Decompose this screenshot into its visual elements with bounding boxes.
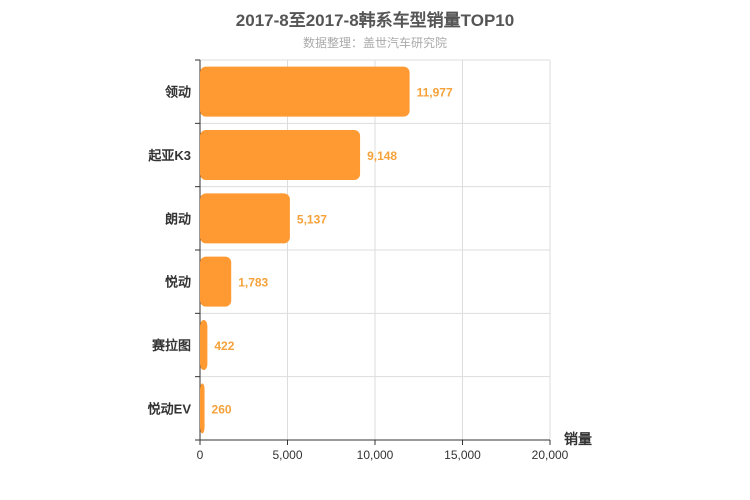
bar	[200, 66, 410, 117]
bar	[200, 193, 290, 244]
bar	[200, 130, 361, 180]
chart-subtitle: 数据整理：盖世汽车研究院	[302, 36, 447, 50]
category-label: 领动	[165, 85, 191, 100]
x-tick-label: 5,000	[272, 448, 302, 462]
data-label: 260	[212, 402, 232, 416]
x-tick-label: 15,000	[444, 448, 481, 462]
x-tick-label: 10,000	[357, 448, 394, 462]
category-label: 悦动	[165, 275, 191, 290]
bar	[200, 383, 205, 434]
bar	[200, 256, 232, 307]
x-axis-title: 销量	[564, 431, 592, 447]
data-label: 1,783	[238, 276, 268, 290]
data-label: 11,977	[417, 86, 453, 100]
data-label: 422	[214, 339, 234, 353]
data-label: 9,148	[367, 149, 397, 163]
x-tick-label: 20,000	[532, 448, 569, 462]
bar	[200, 320, 208, 370]
x-tick-label: 0	[197, 448, 204, 462]
category-label: 悦动EV	[148, 401, 192, 416]
category-label: 赛拉图	[151, 338, 191, 353]
category-label: 朗动	[165, 211, 191, 226]
category-label: 起亚K3	[147, 148, 191, 163]
chart-title: 2017-8至2017-8韩系车型销量TOP10	[235, 11, 515, 30]
data-label: 5,137	[297, 212, 327, 226]
